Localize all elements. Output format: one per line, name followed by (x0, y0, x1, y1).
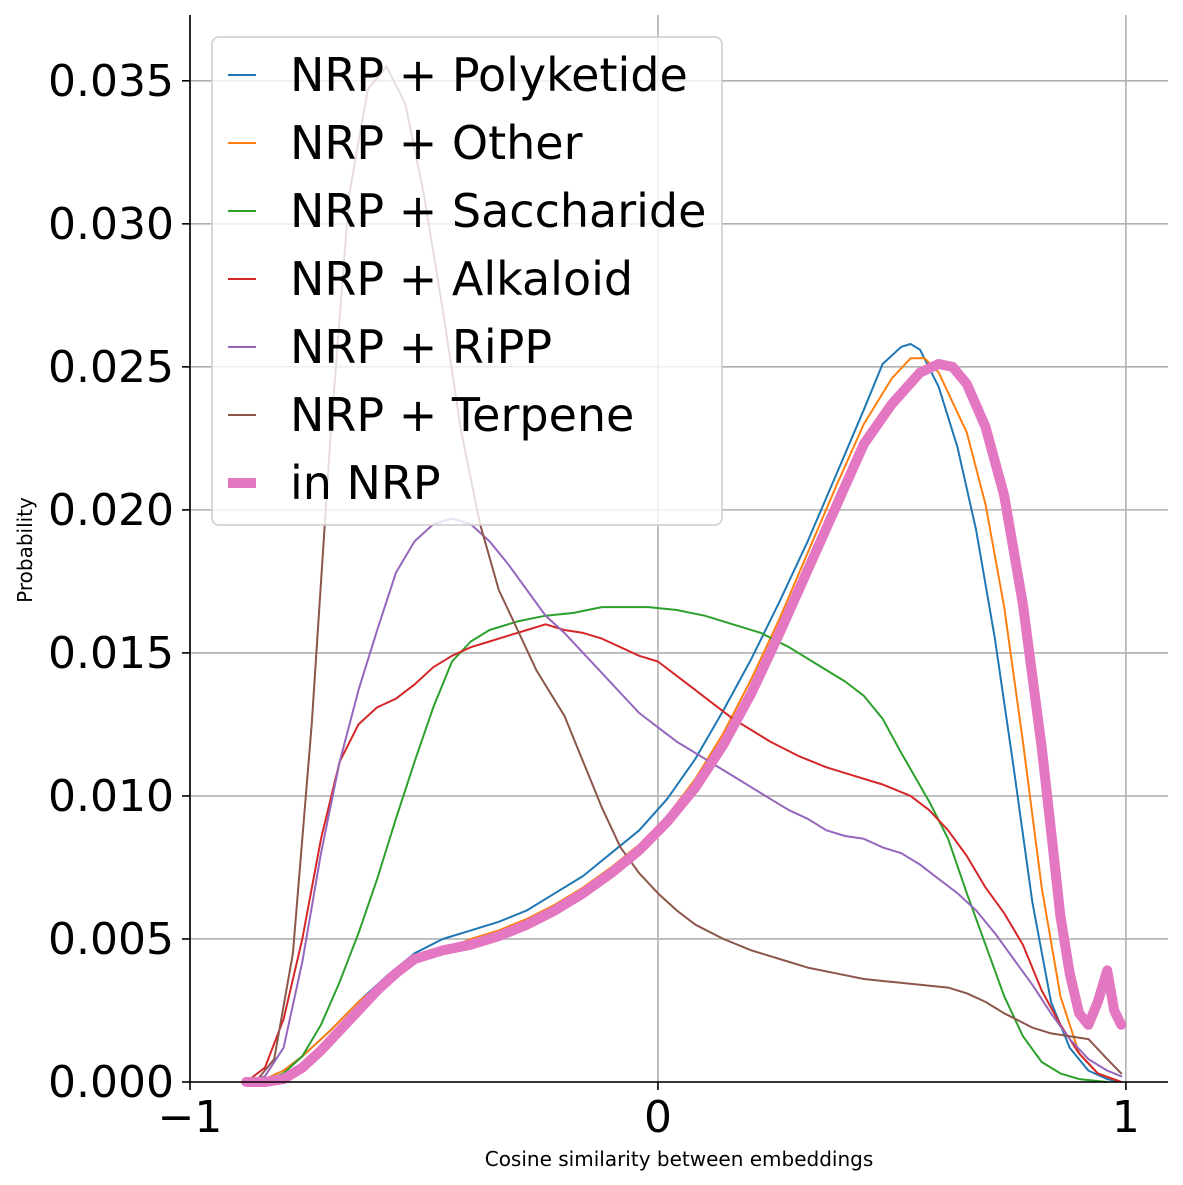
series-line (245, 623, 1123, 1083)
y-tick-label: 0.020 (48, 485, 174, 536)
y-tick-label: 0.035 (48, 56, 174, 107)
x-tick-label: 0 (644, 1092, 672, 1143)
legend-box (211, 36, 723, 526)
y-tick-label: 0.005 (48, 914, 174, 965)
series-line (245, 517, 1123, 1083)
legend: NRP + Polyketide NRP + Other NRP + Sacchar… (211, 36, 723, 526)
legend-label: NRP + Other (290, 116, 583, 170)
y-tick-label: 0.015 (48, 628, 174, 679)
x-axis-title: Cosine similarity between embeddings (485, 1147, 874, 1171)
legend-label: NRP + RiPP (290, 320, 552, 374)
legend-label: in NRP (290, 456, 441, 510)
y-tick-label: 0.000 (48, 1057, 174, 1108)
legend-label: NRP + Terpene (290, 388, 634, 442)
y-tick-label: 0.030 (48, 199, 174, 250)
series-line (245, 606, 1109, 1083)
series-lines (241, 65, 1127, 1087)
series-line (241, 359, 1127, 1087)
legend-label: NRP + Polyketide (290, 48, 688, 102)
x-tick-label: −1 (158, 1092, 223, 1143)
legend-label: NRP + Saccharide (290, 184, 706, 238)
x-tick-label: 1 (1112, 1092, 1140, 1143)
y-tick-label: 0.025 (48, 342, 174, 393)
y-tick-label: 0.010 (48, 771, 174, 822)
tick-labels: −1 0 1 0.000 0.005 0.010 0.015 0.020 0.025 0.030 0… (48, 56, 1140, 1143)
y-axis-title: Probability (13, 497, 37, 603)
axes (189, 15, 1168, 1083)
legend-label: NRP + Alkaloid (290, 252, 633, 306)
